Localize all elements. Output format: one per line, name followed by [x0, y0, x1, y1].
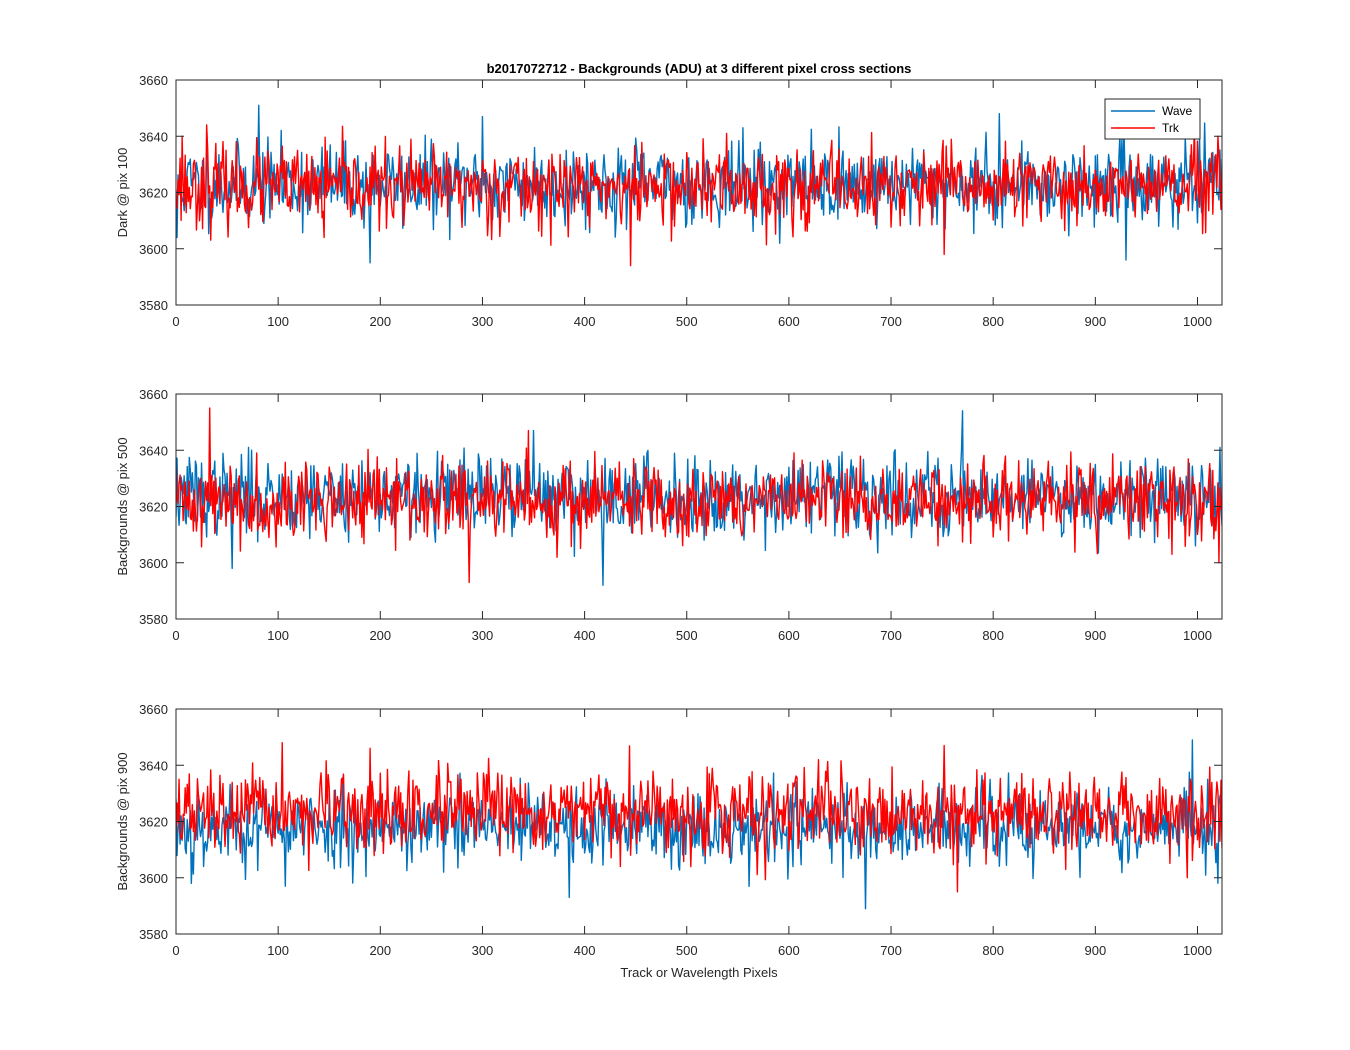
x-tick-label: 500 — [676, 314, 698, 329]
legend-label-trk: Trk — [1162, 121, 1180, 135]
y-tick-label: 3600 — [139, 242, 168, 257]
series-lines — [176, 739, 1222, 910]
x-tick-label: 200 — [369, 943, 391, 958]
x-tick-label: 1000 — [1183, 628, 1212, 643]
y-tick-label: 3640 — [139, 758, 168, 773]
x-tick-label: 500 — [676, 943, 698, 958]
y-tick-label: 3580 — [139, 612, 168, 627]
y-tick-label: 3600 — [139, 871, 168, 886]
x-tick-label: 100 — [267, 628, 289, 643]
x-tick-label: 800 — [982, 628, 1004, 643]
x-tick-label: 800 — [982, 943, 1004, 958]
series-lines — [176, 407, 1222, 586]
x-axis-label: Track or Wavelength Pixels — [620, 965, 778, 980]
y-tick-label: 3620 — [139, 815, 168, 830]
x-tick-label: 300 — [472, 628, 494, 643]
x-tick-label: 900 — [1084, 628, 1106, 643]
y-axis-label: Backgrounds @ pix 500 — [115, 437, 130, 575]
x-tick-label: 500 — [676, 628, 698, 643]
y-axis-label: Backgrounds @ pix 900 — [115, 752, 130, 890]
series-lines — [176, 104, 1222, 267]
subplot-1: 0 100 200 300 400 500 600 700 800 900 1000 3580 3600… — [115, 73, 1223, 329]
x-tick-label: 400 — [574, 943, 596, 958]
y-tick-label: 3660 — [139, 387, 168, 402]
x-tick-label: 100 — [267, 943, 289, 958]
x-tick-label: 700 — [880, 314, 902, 329]
x-tick-label: 700 — [880, 628, 902, 643]
x-tick-label: 0 — [172, 943, 179, 958]
x-tick-label: 900 — [1084, 314, 1106, 329]
x-tick-label: 200 — [369, 628, 391, 643]
x-tick-label: 600 — [778, 628, 800, 643]
y-tick-label: 3580 — [139, 927, 168, 942]
y-tick-label: 3620 — [139, 186, 168, 201]
subplots: 0 100 200 300 400 500 600 700 800 900 100035803600… — [115, 73, 1223, 958]
y-tick-label: 3640 — [139, 129, 168, 144]
x-tick-label: 900 — [1084, 943, 1106, 958]
x-tick-label: 1000 — [1183, 314, 1212, 329]
x-tick-label: 100 — [267, 314, 289, 329]
x-tick-label: 400 — [574, 628, 596, 643]
x-tick-label: 600 — [778, 314, 800, 329]
x-tick-label: 400 — [574, 314, 596, 329]
x-tick-label: 300 — [472, 943, 494, 958]
series-line-trk — [176, 407, 1222, 584]
y-tick-label: 3660 — [139, 73, 168, 88]
y-tick-label: 3660 — [139, 702, 168, 717]
y-tick-label: 3580 — [139, 298, 168, 313]
legend-box — [1104, 98, 1201, 140]
x-tick-label: 300 — [472, 314, 494, 329]
x-tick-label: 0 — [172, 628, 179, 643]
series-line-trk — [176, 123, 1222, 267]
subplot-2: 0 100 200 300 400 500 600 700 800 900 1000 3580 3600… — [115, 387, 1223, 643]
x-tick-label: 600 — [778, 943, 800, 958]
chart-title: b2017072712 - Backgrounds (ADU) at 3 dif… — [487, 61, 912, 76]
y-tick-label: 3640 — [139, 443, 168, 458]
y-axis-label: Dark @ pix 100 — [115, 148, 130, 238]
x-tick-label: 800 — [982, 314, 1004, 329]
y-tick-label: 3600 — [139, 556, 168, 571]
legend[interactable]: Wave Trk — [1104, 98, 1201, 140]
legend-label-wave: Wave — [1162, 104, 1193, 118]
subplot-3: 0 100 200 300 400 500 600 700 800 900 1000 3580 3600… — [115, 702, 1223, 958]
x-tick-label: 0 — [172, 314, 179, 329]
series-line-trk — [176, 742, 1222, 893]
x-tick-label: 200 — [369, 314, 391, 329]
x-tick-label: 700 — [880, 943, 902, 958]
x-tick-label: 1000 — [1183, 943, 1212, 958]
y-tick-label: 3620 — [139, 500, 168, 515]
